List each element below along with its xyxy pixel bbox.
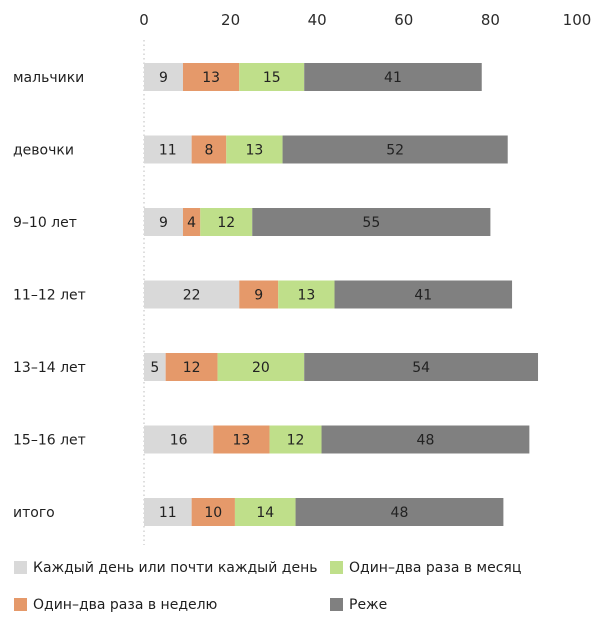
bar-segment (304, 353, 539, 381)
data-label: 9 (254, 288, 263, 304)
bar-segment (144, 135, 192, 164)
category-label: 15–16 лет (13, 433, 86, 449)
data-label: 5 (150, 360, 159, 376)
bar-segment (304, 63, 482, 91)
bar-segment (191, 498, 235, 526)
bar-segment (165, 353, 218, 381)
data-label: 41 (414, 288, 432, 304)
data-label: 8 (204, 143, 213, 159)
legend-swatch (14, 561, 27, 574)
data-label: 10 (204, 505, 222, 521)
data-label: 12 (287, 433, 305, 449)
bar-segment (226, 135, 283, 164)
data-label: 13 (297, 288, 315, 304)
data-label: 14 (256, 505, 274, 521)
data-label: 41 (384, 70, 402, 86)
data-label: 16 (170, 433, 188, 449)
axis-layer: 0 20 40 60 80 100 мальчики девочки 9–10 лет 11–12… (13, 11, 591, 545)
data-label: 54 (412, 360, 430, 376)
category-label: девочки (13, 143, 74, 159)
bar-segment (191, 135, 227, 164)
bar-segment (269, 425, 322, 454)
category-label: мальчики (13, 70, 84, 86)
bar-segment (334, 280, 513, 309)
x-tick-label: 100 (563, 11, 592, 29)
bar-segment (213, 425, 270, 454)
bar-segment (282, 135, 508, 164)
bar-segment (144, 425, 214, 454)
data-label: 12 (183, 360, 201, 376)
legend-swatch (330, 561, 343, 574)
bar-segment (321, 425, 530, 454)
legend-swatch (14, 598, 27, 611)
bar-segment (144, 353, 166, 381)
data-label: 48 (417, 433, 435, 449)
x-tick-label: 80 (481, 11, 500, 29)
data-label: 9 (159, 70, 168, 86)
legend: Каждый день или почти каждый день Один–дв… (14, 560, 521, 613)
category-label: итого (13, 505, 55, 521)
category-label: 9–10 лет (13, 215, 77, 231)
data-label: 4 (187, 215, 196, 231)
bar-segment (182, 63, 240, 91)
bars-layer: 9 13 15 41 11 8 13 52 9 4 12 55 22 9 13 41 5 12 20 54 16 13 12… (144, 63, 539, 526)
data-label: 20 (252, 360, 270, 376)
legend-label: Каждый день или почти каждый день (33, 560, 317, 576)
bar-segment (144, 498, 192, 526)
x-tick-label: 20 (221, 11, 240, 29)
data-label: 52 (386, 143, 404, 159)
bar-segment (278, 280, 335, 309)
legend-label: Один–два раза в неделю (33, 597, 218, 613)
bar-segment (239, 63, 305, 91)
data-label: 11 (159, 505, 177, 521)
x-tick-label: 0 (139, 11, 149, 29)
bar-segment (234, 498, 296, 526)
bar-segment (200, 208, 253, 236)
data-label: 48 (391, 505, 409, 521)
data-label: 13 (202, 70, 220, 86)
bar-segment (182, 208, 201, 236)
bar-segment (239, 280, 279, 309)
data-label: 9 (159, 215, 168, 231)
x-tick-label: 40 (308, 11, 327, 29)
data-label: 15 (263, 70, 281, 86)
bar-segment (295, 498, 504, 526)
legend-label: Реже (349, 597, 387, 613)
x-tick-label: 60 (394, 11, 413, 29)
category-label: 13–14 лет (13, 360, 86, 376)
bar-segment (144, 63, 183, 91)
legend-label: Один–два раза в месяц (349, 560, 521, 576)
data-label: 13 (233, 433, 251, 449)
bar-segment (144, 280, 240, 309)
bar-segment (217, 353, 305, 381)
data-label: 55 (362, 215, 380, 231)
data-label: 13 (246, 143, 264, 159)
data-label: 22 (183, 288, 201, 304)
data-label: 11 (159, 143, 177, 159)
bar-segment (252, 208, 491, 236)
bar-segment (144, 208, 183, 236)
legend-swatch (330, 598, 343, 611)
category-label: 11–12 лет (13, 288, 86, 304)
data-label: 12 (217, 215, 235, 231)
